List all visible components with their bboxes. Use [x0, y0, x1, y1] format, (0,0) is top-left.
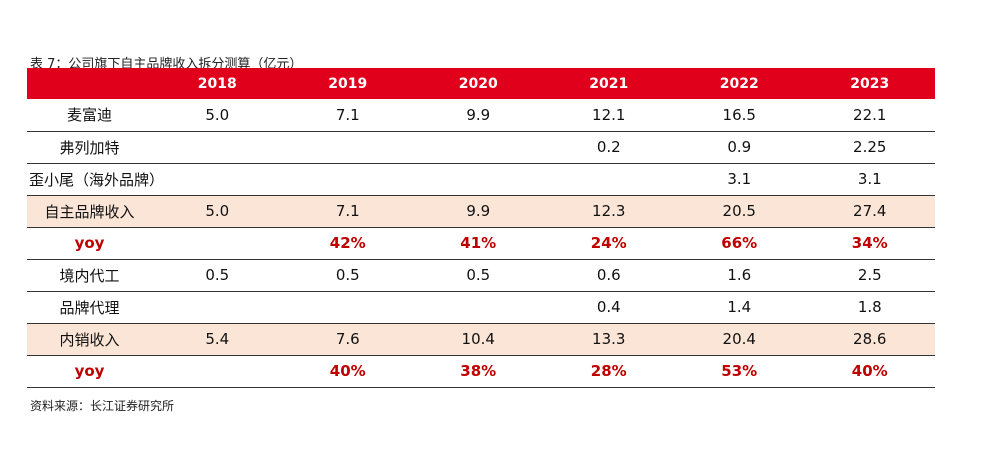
- header-cell: 2019: [328, 75, 368, 92]
- table-cell: 0.6: [543, 259, 674, 292]
- header-cell: 2020: [458, 75, 498, 92]
- table-cell: [413, 131, 544, 164]
- table-cell: 9.9: [413, 99, 544, 132]
- table-row: yoy 42% 41% 24% 66% 34%: [27, 227, 935, 260]
- table-cell: 2.25: [804, 131, 935, 164]
- table-cell: [152, 355, 283, 388]
- table-cell: 42%: [282, 227, 413, 260]
- table-cell: 20.4: [674, 323, 805, 356]
- table-cell: 0.2: [543, 131, 674, 164]
- row-label: 麦富迪: [27, 99, 152, 132]
- table-cell: 5.0: [152, 99, 283, 132]
- row-label: 境内代工: [27, 259, 152, 292]
- header-cell: 2022: [719, 75, 759, 92]
- table-cell: 38%: [413, 355, 544, 388]
- table-cell: 27.4: [804, 195, 935, 228]
- table-row: 歪小尾（海外品牌） 3.1 3.1: [27, 163, 935, 196]
- table-cell: 16.5: [674, 99, 805, 132]
- table-cell: 20.5: [674, 195, 805, 228]
- table-cell: 34%: [804, 227, 935, 260]
- table-cell: 12.1: [543, 99, 674, 132]
- header-cell: 2023: [850, 75, 890, 92]
- table-cell: 0.9: [674, 131, 805, 164]
- table-cell: 1.6: [674, 259, 805, 292]
- brand-revenue-table: 2018 2019 2020 2021 2022 2023 麦富迪 5.0 7.1 9…: [27, 68, 935, 388]
- table-cell: [282, 131, 413, 164]
- table-cell: 3.1: [804, 163, 935, 196]
- table-cell: 0.5: [282, 259, 413, 292]
- table-cell: [152, 163, 283, 196]
- table-cell: [413, 291, 544, 324]
- table-cell: 24%: [543, 227, 674, 260]
- table-cell: 1.8: [804, 291, 935, 324]
- table-cell: [152, 291, 283, 324]
- row-label: 歪小尾（海外品牌）: [27, 163, 164, 196]
- table-cell: 40%: [282, 355, 413, 388]
- table-row: 内销收入 5.4 7.6 10.4 13.3 20.4 28.6: [27, 323, 935, 356]
- table-cell: 9.9: [413, 195, 544, 228]
- table-row: 品牌代理 0.4 1.4 1.8: [27, 291, 935, 324]
- table-cell: 3.1: [674, 163, 805, 196]
- table-cell: 10.4: [413, 323, 544, 356]
- header-cell: [27, 68, 152, 99]
- table-cell: [413, 163, 544, 196]
- table-cell: [152, 227, 283, 260]
- table-cell: 28.6: [804, 323, 935, 356]
- header-row: 2018 2019 2020 2021 2022 2023: [27, 68, 935, 99]
- table-cell: 12.3: [543, 195, 674, 228]
- table-cell: 40%: [804, 355, 935, 388]
- row-label: 弗列加特: [27, 131, 152, 164]
- row-label: 自主品牌收入: [27, 195, 152, 228]
- table-cell: 0.4: [543, 291, 674, 324]
- table-cell: 5.4: [152, 323, 283, 356]
- header-cell: 2018: [197, 75, 237, 92]
- row-label: 内销收入: [27, 323, 152, 356]
- table-cell: 53%: [674, 355, 805, 388]
- table-cell: 1.4: [674, 291, 805, 324]
- table-row: 麦富迪 5.0 7.1 9.9 12.1 16.5 22.1: [27, 99, 935, 132]
- table-cell: 2.5: [804, 259, 935, 292]
- table-cell: [282, 291, 413, 324]
- table-cell: 28%: [543, 355, 674, 388]
- table-row: 自主品牌收入 5.0 7.1 9.9 12.3 20.5 27.4: [27, 195, 935, 228]
- table-cell: 22.1: [804, 99, 935, 132]
- row-label: 品牌代理: [27, 291, 152, 324]
- header-cell: 2021: [589, 75, 629, 92]
- table-caption: 表 7：公司旗下自主品牌收入拆分测算（亿元）: [30, 57, 303, 72]
- table-row: 境内代工 0.5 0.5 0.5 0.6 1.6 2.5: [27, 259, 935, 292]
- table-cell: 7.1: [282, 99, 413, 132]
- table-cell: 7.6: [282, 323, 413, 356]
- source-note: 资料来源：长江证券研究所: [30, 399, 175, 413]
- table-cell: 0.5: [152, 259, 283, 292]
- table-cell: 13.3: [543, 323, 674, 356]
- table-cell: 7.1: [282, 195, 413, 228]
- row-label: yoy: [27, 355, 152, 388]
- table-cell: [543, 163, 674, 196]
- table-body: 麦富迪 5.0 7.1 9.9 12.1 16.5 22.1 弗列加特 0.2 0.9 2.25 歪小…: [27, 99, 935, 388]
- table-cell: 66%: [674, 227, 805, 260]
- table-cell: [282, 163, 413, 196]
- table-cell: [152, 131, 283, 164]
- row-label: yoy: [27, 227, 152, 260]
- table-row: yoy 40% 38% 28% 53% 40%: [27, 355, 935, 388]
- table-cell: 5.0: [152, 195, 283, 228]
- table-cell: 41%: [413, 227, 544, 260]
- table-cell: 0.5: [413, 259, 544, 292]
- table-row: 弗列加特 0.2 0.9 2.25: [27, 131, 935, 164]
